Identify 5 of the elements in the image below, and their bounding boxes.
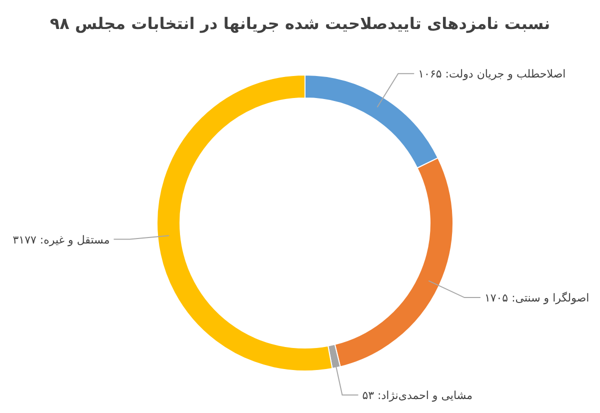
slice-label: اصلاحطلب و جریان دولت: ۱۰۶۵	[418, 68, 566, 81]
slice-label: مشایی و احمدی‌نژاد: ۵۳	[362, 389, 473, 402]
slice-label: مستقل و غیره: ۳۱۷۷	[12, 233, 110, 246]
slice-label: اصولگرا و سنتی: ۱۷۰۵	[484, 292, 590, 305]
chart-title: نسبت نامزدهای تاییدصلاحیت شده جریانها در انتخابات مجلس ۹۸	[48, 14, 552, 33]
